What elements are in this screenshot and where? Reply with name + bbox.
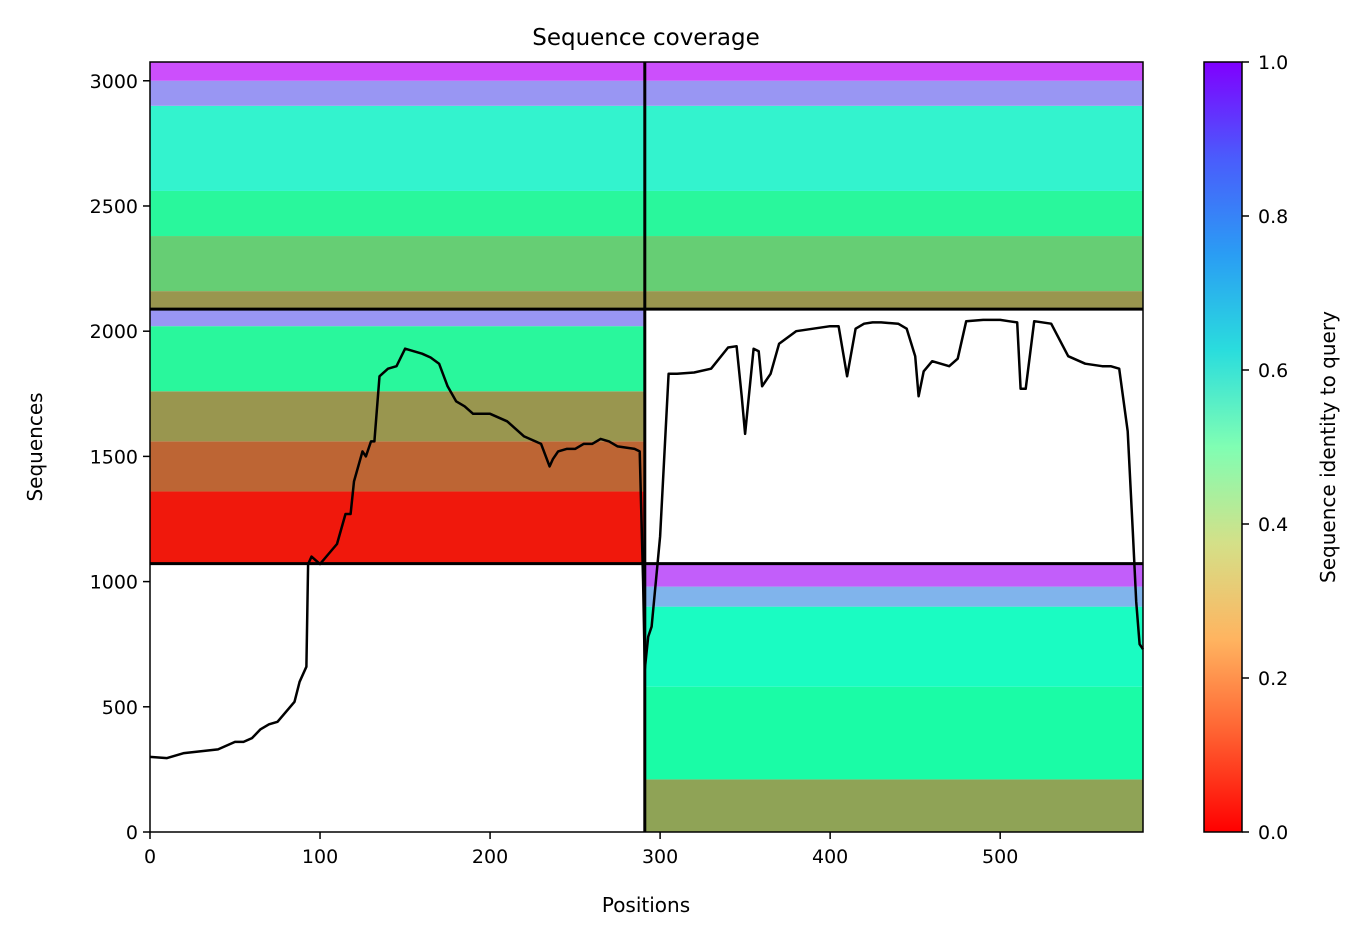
colorbar-tick-label-0.0: 0.0 [1258,822,1288,844]
msa-block-2-band-4 [644,563,1143,587]
coverage-lines [149,62,1145,832]
colorbar-tick-label-0.6: 0.6 [1258,360,1288,382]
y-tick-label-2000: 2000 [90,321,138,343]
msa-blocks [150,62,1143,832]
colorbar-tick-label-0.2: 0.2 [1258,668,1288,690]
msa-block-2-band-3 [644,586,1143,607]
msa-block-2-band-1 [644,686,1143,780]
y-tick-label-2500: 2500 [90,196,138,218]
y-tick-label-0: 0 [126,822,138,844]
colorbar-label: Sequence identity to query [1316,311,1340,583]
msa-block-1-band-0 [150,491,645,564]
colorbar: 0.0 0.2 0.4 0.6 0.8 1.0 Sequence identity to … [1203,52,1340,844]
colorbar-tick-label-0.8: 0.8 [1258,206,1288,228]
msa-block-0-band-5 [150,62,1143,81]
x-tick-label-100: 100 [302,846,338,868]
msa-block-1-band-2 [150,391,645,442]
colorbar-gradient [1203,61,1243,833]
msa-block-2-band-2 [644,606,1143,687]
y-tick-label-3000: 3000 [90,71,138,93]
msa-block-0-band-2 [150,190,1143,237]
chart-title: Sequence coverage [532,25,760,51]
x-tick-label-0: 0 [144,846,156,868]
y-tick-label-1000: 1000 [90,572,138,594]
msa-block-0-band-1 [150,236,1143,292]
x-tick-label-200: 200 [472,846,508,868]
msa-block-2-band-0 [644,779,1143,832]
x-axis-label: Positions [602,893,690,917]
msa-block-0-band-3 [150,105,1143,191]
x-tick-label-500: 500 [982,846,1018,868]
y-tick-label-500: 500 [102,697,138,719]
colorbar-ticks: 0.0 0.2 0.4 0.6 0.8 1.0 [1242,52,1288,844]
plot-frame [149,61,1144,833]
y-axis-label: Sequences [23,392,47,501]
msa-block-0-band-0 [150,291,1143,310]
msa-block-1-band-3 [150,326,645,392]
x-tick-label-400: 400 [812,846,848,868]
colorbar-tick-label-1.0: 1.0 [1258,52,1288,74]
axis-ticks: 0 100 200 300 400 500 0 500 1000 1500 2000 2500 3000 [90,71,1019,868]
coverage-line-0 [149,318,1145,760]
msa-block-0-band-4 [150,80,1143,106]
colorbar-tick-label-0.4: 0.4 [1258,514,1288,536]
y-tick-label-1500: 1500 [90,446,138,468]
msa-block-1-band-4 [150,309,645,327]
x-tick-label-300: 300 [642,846,678,868]
